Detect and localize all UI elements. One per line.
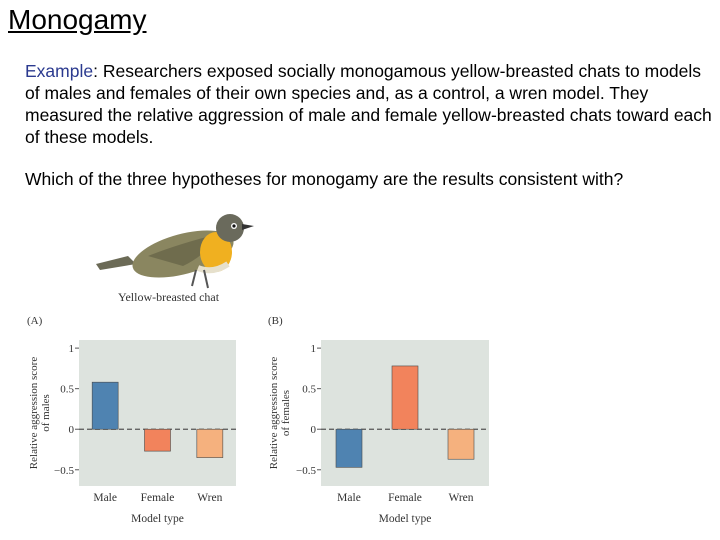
bar-male	[335, 428, 363, 468]
y-tick-label: 0.5	[302, 384, 316, 396]
y-tick-label: −0.5	[54, 465, 74, 477]
bar-female	[391, 365, 419, 430]
bar-wren	[196, 428, 224, 458]
bird-caption: Yellow-breasted chat	[118, 290, 220, 304]
bar-male	[91, 381, 119, 430]
y-tick-label: 0	[311, 424, 317, 436]
x-axis-label: Model type	[131, 513, 184, 525]
x-axis-label: Model type	[379, 513, 432, 525]
chart-a: 1 0.5 0 −0.5 Male Female Wren Model type Relativ…	[28, 340, 236, 525]
x-tick-label: Female	[141, 492, 175, 504]
bar-female	[144, 428, 171, 452]
yellow-breasted-chat-illustration	[96, 214, 254, 289]
x-tick-label: Female	[388, 492, 422, 504]
example-text: : Researchers exposed socially monogamou…	[25, 61, 712, 147]
chart-b: 1 0.5 0 −0.5 Male Female Wren Model type Relativ…	[268, 340, 489, 525]
x-tick-label: Wren	[197, 492, 222, 504]
question-text: Which of the three hypotheses for monoga…	[25, 169, 624, 189]
y-tick-label: 1	[311, 343, 317, 355]
x-tick-label: Male	[337, 492, 361, 504]
example-paragraph: Example: Researchers exposed socially mo…	[25, 60, 715, 148]
y-axis-label: Relative aggression scoreof females	[268, 357, 292, 470]
bar-wren	[447, 428, 475, 460]
example-label: Example	[25, 61, 94, 81]
y-tick-label: 1	[69, 343, 75, 355]
y-tick-label: −0.5	[296, 465, 316, 477]
y-axis-label: Relative aggression scoreof males	[28, 357, 52, 470]
panel-b-label: (B)	[268, 315, 283, 327]
x-tick-label: Wren	[448, 492, 473, 504]
slide-title: Monogamy	[8, 4, 147, 35]
panel-a-label: (A)	[27, 315, 43, 327]
y-tick-label: 0	[69, 424, 75, 436]
x-tick-label: Male	[93, 492, 117, 504]
y-tick-label: 0.5	[60, 384, 74, 396]
